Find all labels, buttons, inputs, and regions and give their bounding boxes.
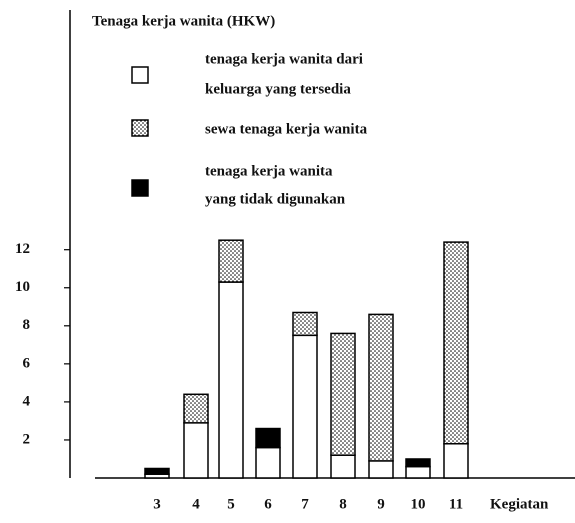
bar-segment: [144, 467, 170, 475]
bar-segment: [255, 427, 281, 449]
bar-segment: [292, 311, 318, 337]
bar-segment: [368, 460, 394, 479]
legend-swatch: [131, 179, 149, 197]
bar-segment: [218, 239, 244, 283]
y-tick-label: 2: [23, 431, 31, 447]
bar-segment: [218, 281, 244, 479]
legend-label: yang tidak digunakan: [205, 191, 346, 207]
x-tick-label: 4: [192, 496, 200, 512]
x-axis-label: Kegiatan: [490, 496, 549, 512]
bar-segment: [292, 334, 318, 479]
x-tick-label: 9: [377, 496, 385, 512]
bar-segment: [255, 446, 281, 479]
bar-segment: [405, 465, 431, 479]
x-tick-label: 7: [301, 496, 309, 512]
y-tick-label: 10: [15, 279, 30, 295]
bar-segment: [368, 313, 394, 462]
legend-label: keluarga yang tersedia: [205, 81, 351, 97]
x-tick-label: 11: [449, 496, 463, 512]
legend-swatch: [131, 66, 149, 84]
bar-segment: [443, 241, 469, 445]
bar-segment: [405, 458, 431, 468]
legend-label: tenaga kerja wanita: [205, 163, 333, 179]
x-tick-label: 6: [264, 496, 272, 512]
y-tick-label: 6: [23, 355, 31, 371]
legend-swatch: [131, 119, 149, 137]
bar-segment: [330, 454, 356, 479]
y-tick-label: 12: [15, 241, 30, 257]
x-tick-label: 10: [411, 496, 426, 512]
chart-title: Tenaga kerja wanita (HKW): [92, 13, 275, 29]
x-tick-label: 5: [227, 496, 235, 512]
y-tick-label: 4: [23, 393, 31, 409]
bar-segment: [443, 443, 469, 479]
y-tick-label: 8: [23, 317, 31, 333]
legend-label: sewa tenaga kerja wanita: [205, 121, 368, 137]
legend-label: tenaga kerja wanita dari: [205, 51, 363, 67]
x-tick-label: 3: [153, 496, 161, 512]
x-tick-label: 8: [339, 496, 347, 512]
bar-segment: [183, 393, 209, 424]
bar-segment: [330, 332, 356, 456]
bar-segment: [183, 422, 209, 479]
